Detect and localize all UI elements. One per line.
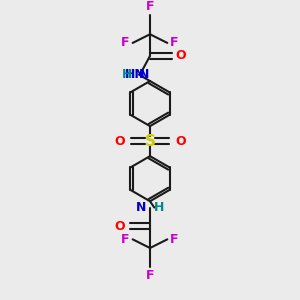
Text: F: F [146, 269, 154, 282]
Text: HN: HN [125, 68, 146, 81]
Text: O: O [114, 220, 125, 233]
Text: O: O [175, 50, 186, 62]
Text: H: H [154, 201, 164, 214]
Text: F: F [170, 233, 179, 246]
Text: F: F [121, 233, 130, 246]
Text: N: N [139, 68, 149, 81]
Text: F: F [121, 36, 130, 50]
Text: O: O [175, 135, 186, 148]
Text: S: S [145, 134, 155, 148]
Text: H: H [122, 68, 132, 81]
Text: N: N [136, 201, 146, 214]
Text: F: F [146, 1, 154, 13]
Text: F: F [170, 36, 179, 50]
Text: O: O [114, 135, 125, 148]
